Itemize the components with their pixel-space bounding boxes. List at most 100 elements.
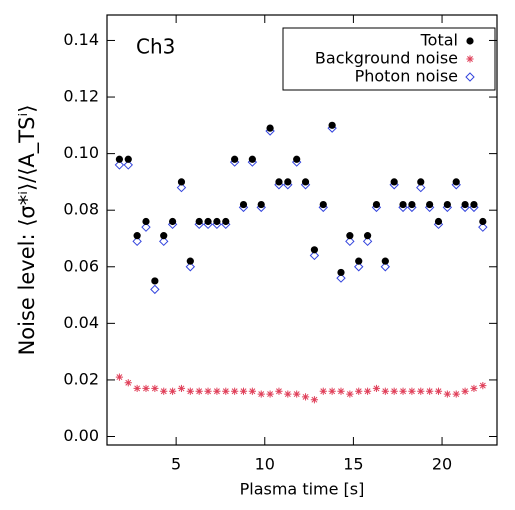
point (123, 160, 133, 170)
point (381, 257, 389, 265)
y-tick-label: 0.10 (63, 143, 99, 162)
point (390, 178, 398, 186)
point (461, 387, 469, 395)
point (176, 182, 187, 193)
point (319, 387, 327, 395)
point (434, 387, 443, 395)
y-axis-label: Noise level: ⟨σ*ⁱ⟩/⟨A_TSⁱ⟩ (15, 105, 40, 356)
point (257, 390, 265, 398)
point (168, 387, 177, 395)
point (434, 217, 443, 226)
point (363, 232, 372, 240)
point (479, 381, 487, 390)
point (345, 236, 355, 247)
point (151, 384, 159, 393)
x-axis-label: Plasma time [s] (240, 480, 365, 499)
x-tick-label: 20 (432, 455, 452, 474)
point (195, 387, 203, 395)
point (177, 384, 186, 393)
legend-label: Total (420, 31, 458, 50)
point (443, 390, 451, 398)
point (301, 393, 310, 401)
point (479, 217, 487, 226)
point (461, 200, 469, 209)
point (319, 200, 327, 209)
point (310, 246, 319, 254)
legend-label: Background noise (315, 49, 458, 68)
point (222, 387, 230, 395)
point (231, 155, 239, 163)
point (248, 155, 256, 163)
point (328, 121, 336, 129)
point (160, 232, 168, 240)
point (151, 277, 159, 285)
point (142, 217, 150, 226)
point (204, 387, 212, 395)
point (478, 222, 488, 232)
point (426, 200, 434, 209)
point (231, 387, 239, 395)
point (248, 387, 256, 395)
legend-marker (466, 37, 474, 45)
point (266, 390, 274, 398)
point (115, 373, 124, 381)
point (355, 257, 363, 265)
legend-marker (466, 55, 474, 63)
point (275, 387, 283, 395)
y-tick-label: 0.14 (63, 30, 99, 49)
point (150, 284, 160, 295)
point (380, 262, 391, 272)
point (275, 178, 283, 186)
y-tick-label: 0.00 (63, 426, 99, 445)
point (293, 155, 301, 163)
x-tick-label: 5 (171, 455, 181, 474)
point (213, 387, 221, 395)
point (195, 217, 203, 226)
point (293, 390, 301, 398)
point (213, 217, 221, 226)
point (141, 222, 151, 232)
point (185, 262, 196, 272)
point (337, 387, 345, 395)
legend-box (282, 27, 496, 91)
legend-marker (465, 72, 475, 82)
point (204, 217, 212, 226)
y-tick-label: 0.06 (63, 256, 99, 275)
point (337, 268, 345, 277)
point (354, 262, 364, 272)
y-tick-label: 0.12 (63, 87, 99, 106)
y-tick-label: 0.04 (63, 313, 99, 332)
plot-frame (106, 14, 498, 446)
legend-label: Photon noise (355, 67, 458, 86)
point (355, 387, 363, 395)
point (372, 200, 381, 209)
point (239, 387, 248, 395)
point (159, 236, 169, 247)
point (124, 155, 132, 163)
point (390, 387, 398, 395)
annotation: Ch3 (136, 35, 175, 59)
y-tick-label: 0.08 (63, 200, 99, 219)
point (168, 217, 177, 226)
point (399, 200, 407, 209)
point (142, 384, 150, 393)
point (408, 200, 416, 209)
point (336, 273, 346, 283)
point (301, 178, 310, 186)
point (114, 160, 125, 170)
point (266, 124, 274, 132)
point (309, 250, 320, 261)
point (257, 200, 265, 209)
point (284, 390, 292, 398)
point (346, 232, 354, 240)
point (310, 396, 319, 404)
point (452, 178, 460, 186)
point (363, 387, 372, 395)
point (470, 200, 478, 209)
point (177, 178, 186, 186)
point (284, 178, 292, 186)
y-tick-label: 0.02 (63, 369, 99, 388)
point (115, 155, 124, 163)
